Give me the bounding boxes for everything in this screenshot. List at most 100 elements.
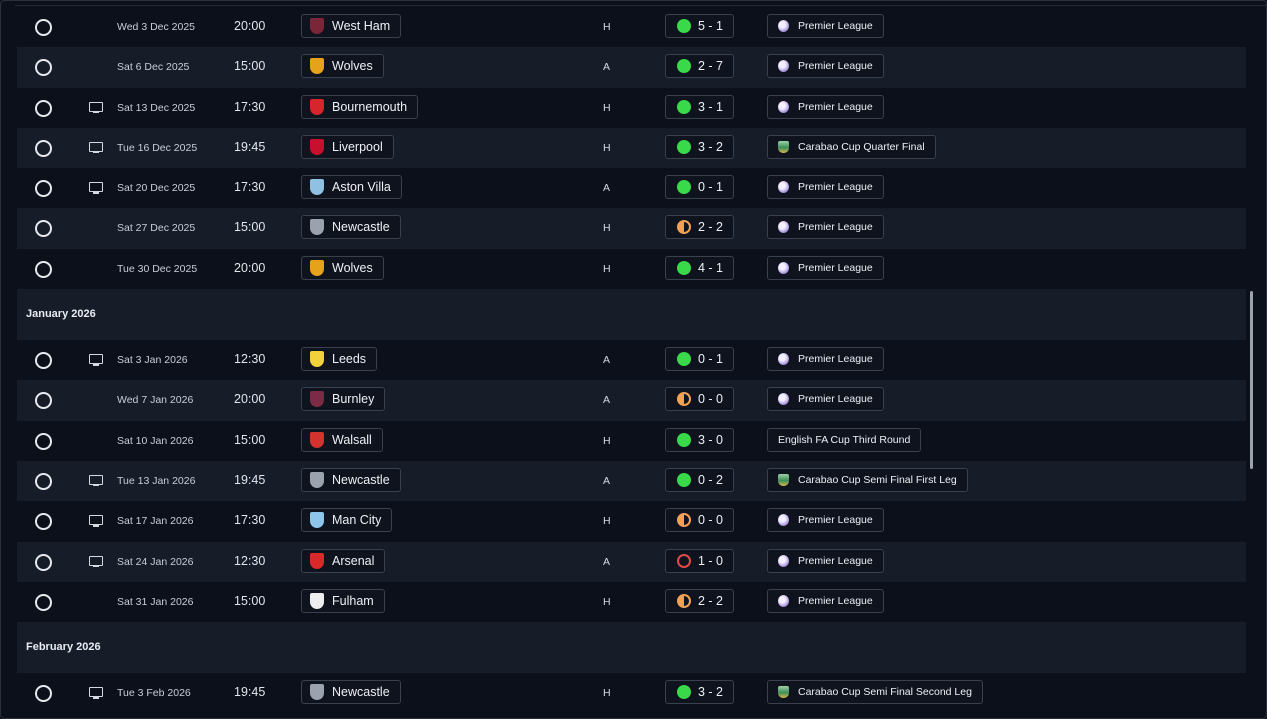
fixture-row[interactable]: Sat 3 Jan 2026 12:30 Leeds A 0 - 1 Premier Le… (17, 340, 1246, 381)
result-button[interactable]: 3 - 2 (665, 134, 735, 159)
fixture-row[interactable]: Sat 6 Dec 2025 15:00 Wolves A 2 - 7 Premier L… (17, 47, 1246, 88)
result-button[interactable]: 1 - 0 (665, 548, 735, 573)
kickoff-time: 20:00 (234, 392, 266, 407)
kickoff-time: 15:00 (234, 593, 266, 608)
result-button[interactable]: 0 - 1 (665, 347, 735, 372)
fixture-row[interactable]: Sat 10 Jan 2026 15:00 Walsall H 3 - 0 English… (17, 420, 1246, 461)
opponent-button[interactable]: Bournemouth (301, 94, 419, 119)
opponent-button[interactable]: Newcastle (301, 467, 401, 492)
competition-button[interactable]: Carabao Cup Semi Final First Leg (767, 467, 968, 492)
radio-circle-icon[interactable] (35, 220, 52, 238)
tv-icon (89, 101, 103, 114)
radio-circle-icon[interactable] (35, 99, 52, 117)
competition-button[interactable]: Carabao Cup Semi Final Second Leg (767, 680, 983, 705)
team-crest-icon (310, 58, 324, 75)
competition-name: Premier League (798, 514, 873, 527)
fixture-row[interactable]: Tue 30 Dec 2025 20:00 Wolves H 4 - 1 Premier … (17, 248, 1246, 290)
result-button[interactable]: 5 - 1 (665, 14, 735, 38)
competition-button[interactable]: Premier League (767, 508, 884, 533)
result-button[interactable]: 0 - 1 (665, 175, 735, 200)
opponent-button[interactable]: Man City (301, 508, 393, 533)
competition-button[interactable]: Premier League (767, 175, 884, 200)
competition-button[interactable]: Premier League (767, 347, 884, 372)
result-button[interactable]: 2 - 2 (665, 215, 735, 240)
result-button[interactable]: 3 - 1 (665, 94, 735, 119)
opponent-button[interactable]: Newcastle (301, 680, 401, 705)
competition-button[interactable]: Carabao Cup Quarter Final (767, 134, 936, 159)
competition-button[interactable]: Premier League (767, 255, 884, 280)
fixture-row[interactable]: Sat 13 Dec 2025 17:30 Bournemouth H 3 - 1 Pre… (17, 87, 1246, 128)
radio-circle-icon[interactable] (35, 19, 52, 36)
fixture-row[interactable]: Sat 20 Dec 2025 17:30 Aston Villa A 0 - 1 Pre… (17, 168, 1246, 209)
fixture-row[interactable]: Sat 31 Jan 2026 15:00 Fulham H 2 - 2 Premier … (17, 581, 1246, 623)
opponent-button[interactable]: Liverpool (301, 134, 394, 159)
opponent-button[interactable]: Wolves (301, 54, 384, 79)
fixture-row[interactable]: Sat 17 Jan 2026 17:30 Man City H 0 - 0 Premie… (17, 501, 1246, 542)
carabao-cup-logo-icon (778, 686, 789, 699)
team-crest-icon (310, 179, 324, 196)
opponent-button[interactable]: Burnley (301, 387, 386, 412)
kickoff-time: 17:30 (234, 513, 266, 528)
opponent-button[interactable]: Fulham (301, 588, 385, 613)
competition-name: Premier League (798, 100, 873, 113)
premier-league-logo-icon (778, 261, 789, 274)
competition-button[interactable]: Premier League (767, 14, 884, 38)
kickoff-time: 19:45 (234, 139, 266, 154)
radio-circle-icon[interactable] (35, 472, 52, 490)
fixture-row[interactable]: Wed 7 Jan 2026 20:00 Burnley A 0 - 0 Premier … (17, 380, 1246, 421)
win-result-icon (677, 685, 691, 700)
opponent-button[interactable]: Wolves (301, 255, 384, 280)
radio-circle-icon[interactable] (35, 553, 52, 571)
radio-circle-icon[interactable] (35, 513, 52, 531)
result-button[interactable]: 3 - 0 (665, 427, 735, 452)
win-result-icon (677, 99, 691, 114)
competition-button[interactable]: English FA Cup Third Round (767, 427, 922, 452)
radio-circle-icon[interactable] (35, 432, 52, 450)
radio-circle-icon[interactable] (35, 260, 52, 278)
result-button[interactable]: 4 - 1 (665, 255, 735, 280)
fixture-row[interactable]: Tue 3 Feb 2026 19:45 Newcastle H 3 - 2 Caraba… (17, 673, 1246, 714)
competition-button[interactable]: Premier League (767, 588, 884, 613)
fixture-row[interactable]: Sat 24 Jan 2026 12:30 Arsenal A 1 - 0 Premier… (17, 541, 1246, 582)
result-button[interactable]: 3 - 2 (665, 680, 735, 705)
opponent-button[interactable]: Arsenal (301, 548, 386, 573)
result-button[interactable]: 0 - 0 (665, 387, 735, 412)
competition-button[interactable]: Premier League (767, 215, 884, 240)
opponent-button[interactable]: Leeds (301, 347, 378, 372)
opponent-button[interactable]: Newcastle (301, 215, 401, 240)
radio-circle-icon[interactable] (35, 59, 52, 77)
opponent-name: Wolves (332, 59, 373, 74)
venue-indicator: H (603, 21, 611, 33)
opponent-name: West Ham (332, 19, 391, 33)
competition-button[interactable]: Premier League (767, 387, 884, 412)
fixture-row[interactable]: Tue 13 Jan 2026 19:45 Newcastle A 0 - 2 Carab… (17, 460, 1246, 502)
fixture-date: Sat 13 Dec 2025 (117, 101, 196, 114)
radio-circle-icon[interactable] (35, 392, 52, 410)
score: 3 - 1 (698, 99, 724, 114)
opponent-button[interactable]: Walsall (301, 427, 383, 452)
radio-circle-icon[interactable] (35, 352, 52, 370)
result-button[interactable]: 2 - 7 (665, 54, 735, 79)
result-button[interactable]: 0 - 2 (665, 467, 735, 492)
competition-button[interactable]: Premier League (767, 54, 884, 79)
team-crest-icon (310, 138, 324, 155)
competition-button[interactable]: Premier League (767, 94, 884, 119)
kickoff-time: 17:30 (234, 180, 266, 195)
radio-circle-icon[interactable] (35, 180, 52, 198)
fixture-row[interactable]: Tue 16 Dec 2025 19:45 Liverpool H 3 - 2 Carab… (17, 127, 1246, 169)
team-crest-icon (310, 98, 324, 115)
fixture-row[interactable]: Sat 27 Dec 2025 15:00 Newcastle H 2 - 2 Premi… (17, 208, 1246, 249)
competition-button[interactable]: Premier League (767, 548, 884, 573)
opponent-button[interactable]: Aston Villa (301, 175, 402, 200)
radio-circle-icon[interactable] (35, 593, 52, 611)
result-button[interactable]: 2 - 2 (665, 588, 735, 613)
score: 2 - 2 (698, 593, 724, 608)
fixture-row[interactable]: Wed 3 Dec 2025 20:00 West Ham H 5 - 1 Premier… (17, 7, 1246, 48)
score: 0 - 1 (698, 352, 724, 367)
opponent-button[interactable]: West Ham (301, 14, 402, 38)
result-button[interactable]: 0 - 0 (665, 508, 735, 533)
radio-circle-icon[interactable] (35, 139, 52, 157)
radio-circle-icon[interactable] (35, 685, 52, 703)
competition-name: Premier League (798, 393, 873, 406)
scrollbar[interactable] (1250, 291, 1253, 469)
